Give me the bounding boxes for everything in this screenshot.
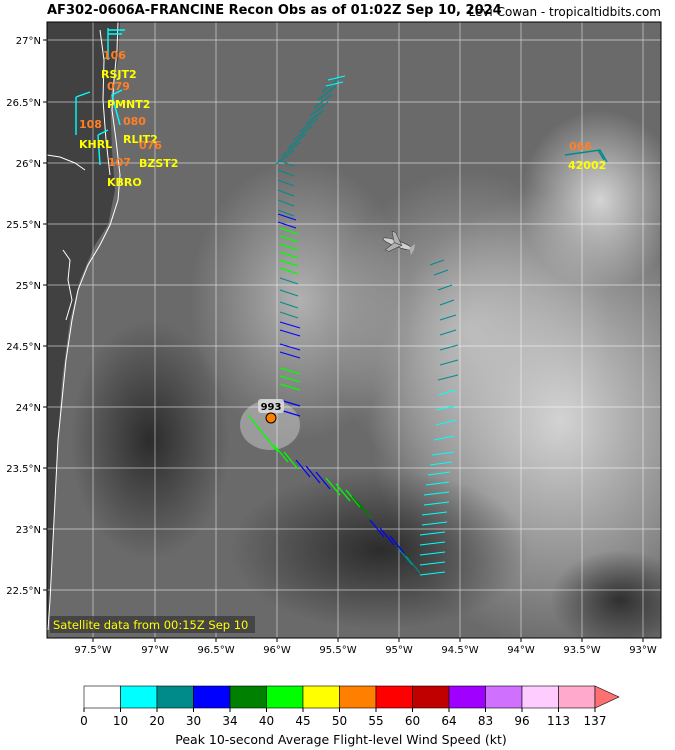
satellite-note: Satellite data from 00:15Z Sep 10: [50, 616, 255, 633]
lat-label: 22.5°N: [6, 586, 41, 597]
colorbar-segment: [412, 685, 450, 709]
colorbar-segment: [485, 685, 523, 709]
station-value-pmnt2: 079: [107, 80, 130, 93]
colorbar-tick-label: 30: [186, 714, 201, 728]
colorbar-segment: [266, 685, 304, 709]
coastline: [47, 22, 121, 631]
colorbar-ticks: 0 10 20 30 34 40 45 50 55 60 64 83 96 113 137: [80, 708, 606, 728]
colorbar-segment: [521, 685, 559, 709]
station-id-rsjt2: RSJT2: [101, 68, 137, 81]
colorbar-tick-label: 0: [80, 714, 88, 728]
colorbar-tick-label: 50: [332, 714, 347, 728]
colorbar-segment: [339, 685, 377, 709]
lon-label: 95.5°W: [319, 645, 356, 656]
lat-label: 23°N: [16, 525, 41, 536]
colorbar: [83, 685, 620, 709]
plot-frame: [46, 21, 662, 639]
colorbar-segment: [302, 685, 340, 709]
lat-label: 27°N: [16, 36, 41, 47]
station-barbs: [75, 28, 125, 166]
station-value-kbro: 107: [108, 156, 131, 169]
lat-label: 25°N: [16, 281, 41, 292]
station-id-pmnt2: PMNT2: [107, 98, 150, 111]
lat-label: 24°N: [16, 403, 41, 414]
lat-label: 26°N: [16, 159, 41, 170]
station-value-bzst2: 076: [139, 139, 162, 152]
center-pressure-label: 993: [261, 402, 282, 413]
storm-center: 993: [258, 399, 284, 424]
lat-axis: 27°N 26.5°N 26°N 25.5°N 25°N 24.5°N 24°N…: [6, 36, 41, 597]
colorbar-tick-label: 10: [113, 714, 128, 728]
svg-text:Satellite data from 00:15Z Sep: Satellite data from 00:15Z Sep 10: [53, 618, 248, 632]
station-id-kbro: KBRO: [107, 176, 142, 189]
colorbar-tick-label: 45: [295, 714, 310, 728]
credit-text: Levi Cowan - tropicaltidbits.com: [468, 5, 661, 19]
colorbar-extension: [594, 685, 620, 709]
buoy-barb: [564, 149, 608, 163]
colorbar-tick-label: 96: [514, 714, 529, 728]
colorbar-tick-label: 137: [584, 714, 607, 728]
flight-track: [247, 75, 459, 576]
station-value-rlit2: 080: [123, 115, 146, 128]
colorbar-tick-label: 83: [478, 714, 493, 728]
colorbar-tick-label: 40: [259, 714, 274, 728]
lon-label: 97°W: [141, 645, 169, 656]
colorbar-tick-label: 20: [149, 714, 164, 728]
colorbar-label: Peak 10-second Average Flight-level Wind…: [175, 732, 506, 747]
station-id-42002: 42002: [568, 159, 606, 172]
lon-label: 95°W: [385, 645, 413, 656]
colorbar-segment: [156, 685, 194, 709]
colorbar-segment: [448, 685, 486, 709]
lat-label: 25.5°N: [6, 220, 41, 231]
colorbar-tick-label: 60: [405, 714, 420, 728]
colorbar-tick-label: 55: [368, 714, 383, 728]
station-id-bzst2: BZST2: [139, 157, 178, 170]
lon-label: 94.5°W: [441, 645, 478, 656]
colorbar-segment: [193, 685, 231, 709]
gridlines: [47, 22, 661, 638]
colorbar-tick-label: 113: [547, 714, 570, 728]
map-title: AF302-0606A-FRANCINE Recon Obs as of 01:…: [47, 3, 502, 18]
lon-label: 94°W: [507, 645, 535, 656]
lon-label: 96.5°W: [197, 645, 234, 656]
station-value-khrl: 108: [79, 118, 102, 131]
colorbar-segment: [229, 685, 267, 709]
station-id-rlit2: RLIT2: [123, 133, 158, 146]
station-id-khrl: KHRL: [79, 138, 112, 151]
lat-label: 26.5°N: [6, 98, 41, 109]
station-labels: 106 RSJT2 079 PMNT2 108 KHRL 080 RLIT2 0…: [79, 49, 606, 189]
satellite-imagery: [47, 22, 661, 638]
station-value-rsjt2: 106: [103, 49, 126, 62]
lon-label: 93.5°W: [563, 645, 600, 656]
lon-label: 93°W: [629, 645, 657, 656]
station-value-42002: 066: [569, 140, 592, 153]
lon-axis: 97.5°W 97°W 96.5°W 96°W 95.5°W 95°W 94.5…: [74, 645, 656, 656]
lon-label: 97.5°W: [74, 645, 111, 656]
lat-label: 24.5°N: [6, 342, 41, 353]
airplane-icon: [382, 230, 416, 256]
lon-label: 96°W: [263, 645, 291, 656]
colorbar-tick-label: 34: [222, 714, 237, 728]
colorbar-segment: [83, 685, 121, 709]
colorbar-tick-label: 64: [441, 714, 456, 728]
colorbar-segment: [375, 685, 413, 709]
lat-label: 23.5°N: [6, 464, 41, 475]
colorbar-segment: [120, 685, 158, 709]
colorbar-segment: [558, 685, 596, 709]
